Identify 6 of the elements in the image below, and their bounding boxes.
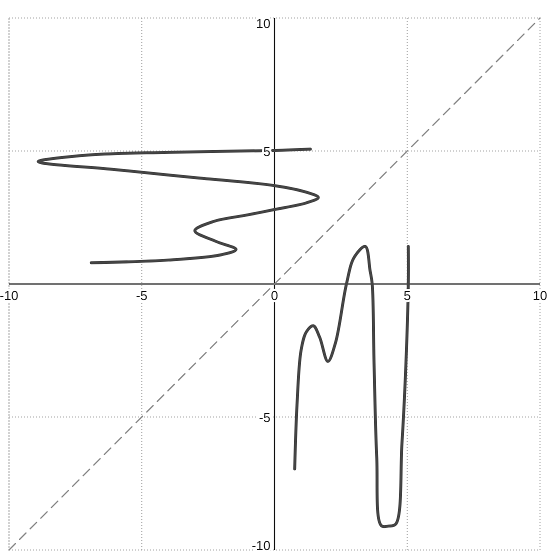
y-tick-label: -10 <box>252 538 270 553</box>
x-tick-label: -5 <box>136 288 148 303</box>
y-tick-label: -5 <box>258 410 270 425</box>
y-tick-label: 10 <box>256 16 270 31</box>
x-tick-label: 10 <box>532 288 548 303</box>
x-tick-label: -10 <box>0 288 18 303</box>
